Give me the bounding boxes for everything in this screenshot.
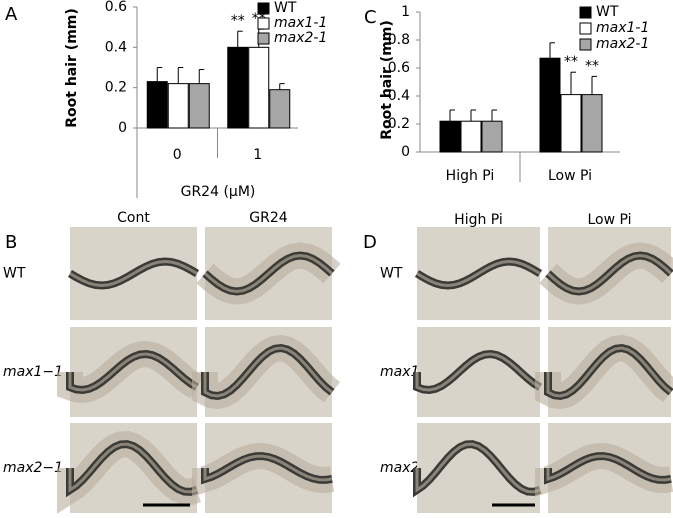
panel-letter: B bbox=[5, 232, 17, 253]
legend-label: WT bbox=[596, 4, 619, 20]
y-tick-label: 0.6 bbox=[105, 0, 127, 15]
column-label: GR24 bbox=[249, 210, 287, 226]
column-label: Cont bbox=[117, 210, 150, 226]
root-core bbox=[546, 253, 673, 294]
significance: ** bbox=[585, 58, 599, 74]
x-axis-label: GR24 (μM) bbox=[181, 184, 256, 200]
legend-swatch bbox=[579, 38, 592, 51]
bar bbox=[146, 81, 168, 129]
y-tick-label: 1 bbox=[401, 4, 410, 20]
x-tick-label: Low Pi bbox=[548, 168, 592, 184]
y-tick-label: 0 bbox=[118, 120, 127, 136]
row-label: max2−1 bbox=[3, 460, 63, 476]
root-core bbox=[68, 442, 198, 494]
legend-label: max1-1 bbox=[596, 20, 649, 36]
significance: ** bbox=[231, 13, 245, 29]
root-core bbox=[546, 346, 672, 398]
bar bbox=[439, 120, 461, 153]
legend-swatch bbox=[257, 32, 270, 45]
root-core bbox=[69, 259, 198, 288]
significance: ** bbox=[564, 54, 578, 70]
panel-letter: C bbox=[364, 7, 377, 28]
root-core bbox=[416, 259, 541, 288]
panel-letter: A bbox=[5, 4, 18, 25]
bar bbox=[269, 89, 291, 129]
legend-label: max2-1 bbox=[596, 36, 649, 52]
bar bbox=[227, 46, 249, 129]
root-core bbox=[68, 352, 198, 392]
bar bbox=[167, 83, 189, 129]
y-tick-label: 0.4 bbox=[388, 88, 410, 104]
y-axis-label: Root hair (mm) bbox=[379, 20, 395, 140]
x-tick-label: High Pi bbox=[446, 168, 495, 184]
legend-label: max2-1 bbox=[274, 30, 327, 46]
y-tick-label: 0.8 bbox=[388, 32, 410, 48]
root-core bbox=[546, 454, 672, 482]
y-tick-label: 0.2 bbox=[388, 116, 410, 132]
root-core bbox=[415, 442, 541, 494]
bar bbox=[248, 46, 270, 129]
y-tick-label: 0 bbox=[401, 144, 410, 160]
y-tick-label: 0.2 bbox=[105, 80, 127, 96]
column-label: High Pi bbox=[454, 212, 503, 228]
legend-swatch bbox=[257, 2, 270, 15]
bar bbox=[460, 120, 482, 153]
panel-letter: D bbox=[363, 232, 377, 253]
row-label: max1−1 bbox=[3, 364, 63, 380]
row-label: WT bbox=[3, 266, 26, 282]
legend-swatch bbox=[579, 22, 592, 35]
y-tick-label: 0.4 bbox=[105, 39, 127, 55]
legend-label: max1-1 bbox=[274, 15, 327, 31]
bar bbox=[539, 57, 561, 153]
legend-swatch bbox=[579, 6, 592, 19]
x-tick-label: 1 bbox=[253, 147, 262, 163]
root-core bbox=[415, 352, 541, 392]
bar bbox=[581, 94, 603, 153]
y-tick-label: 0.6 bbox=[388, 60, 410, 76]
bar bbox=[188, 83, 210, 129]
legend-label: WT bbox=[274, 0, 297, 16]
y-axis-label: Root hair (mm) bbox=[64, 8, 80, 128]
root-core bbox=[203, 454, 333, 482]
bar bbox=[481, 120, 503, 153]
legend-swatch bbox=[257, 17, 270, 30]
root-core bbox=[204, 253, 333, 294]
column-label: Low Pi bbox=[587, 212, 631, 228]
x-tick-label: 0 bbox=[173, 147, 182, 163]
bar bbox=[560, 94, 582, 153]
root-core bbox=[203, 346, 333, 398]
row-label: WT bbox=[380, 266, 403, 282]
